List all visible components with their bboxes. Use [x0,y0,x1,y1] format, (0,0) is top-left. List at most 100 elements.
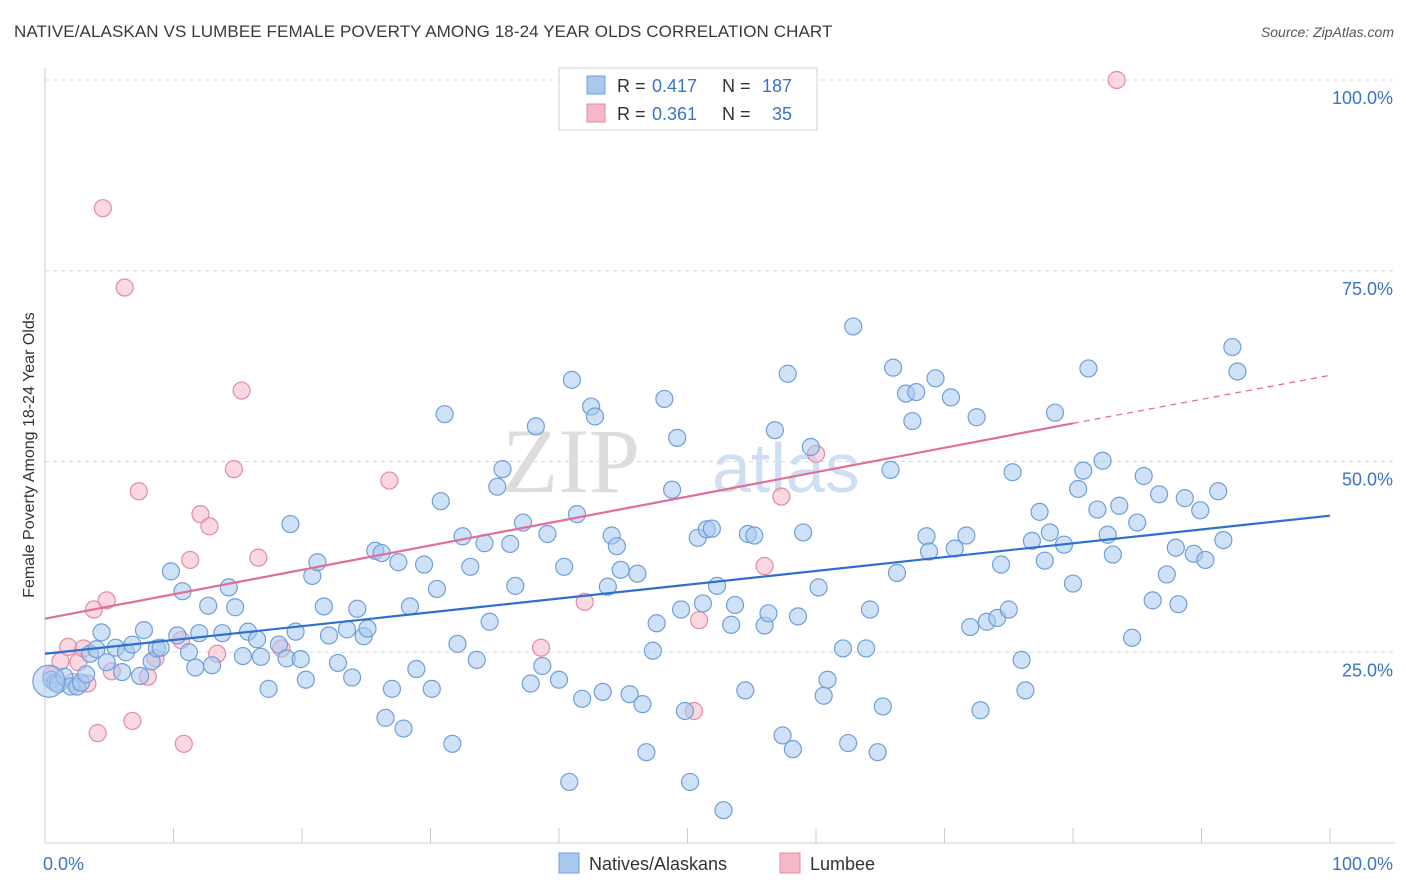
data-point [224,460,243,479]
legend-pink-r-value: 0.361 [652,104,697,124]
legend-pink-r-label: R = [617,104,646,124]
data-point [1175,489,1194,508]
watermark: ZIP atlas [502,410,860,512]
data-point [772,487,791,506]
data-point [247,630,267,649]
data-point [93,199,112,218]
data-point [765,421,784,440]
data-point [1040,523,1059,542]
data-point [422,679,441,698]
tick-labels: 25.0% 50.0% 75.0% 100.0% 0.0% 100.0% [43,88,1393,874]
data-point [1123,628,1142,647]
data-point [467,650,486,669]
data-point [319,626,339,645]
data-point [1074,461,1093,480]
legend-bottom-pink-label: Lumbee [810,854,875,874]
data-point [620,685,639,704]
data-point [1045,403,1065,422]
data-point [427,579,447,599]
data-point [575,592,594,611]
data-point [1079,359,1098,378]
data-point [680,772,700,792]
legend-pink-n-value: 35 [772,104,792,124]
data-point [1228,362,1247,381]
data-point [1069,479,1088,499]
data-point [112,662,132,682]
data-point [281,514,300,534]
legend-bottom: Natives/Alaskans Lumbee [558,852,875,874]
legend-pink-n-label: N = [722,104,751,124]
data-point [1110,496,1129,515]
data-point [1223,337,1242,357]
data-point [643,641,662,660]
data-point [873,697,892,716]
data-point [759,604,778,623]
data-point [671,600,691,619]
data-point [693,594,713,613]
lumbee-trend-extension [1072,374,1331,424]
legend-bottom-pink-swatch [779,852,801,874]
data-point [1214,530,1233,550]
data-point [585,407,605,426]
data-point [400,597,420,616]
data-point [435,405,454,424]
data-point [448,634,467,653]
data-point [907,382,926,402]
data-point [971,701,990,720]
data-point [773,726,792,745]
data-point [1088,500,1107,519]
data-point [967,408,986,427]
data-point [219,578,238,597]
data-point [633,695,652,714]
data-point [296,670,315,689]
data-point [506,576,525,595]
data-point [389,553,408,572]
legend-blue-r-label: R = [617,76,646,96]
data-point [358,619,377,638]
data-point [593,682,612,702]
data-point [161,562,181,581]
data-point [941,388,961,407]
data-point [778,364,797,383]
data-point [531,638,551,657]
data-point [881,460,900,479]
data-point [1157,565,1176,584]
data-point [376,708,395,727]
data-point [957,526,976,545]
y-tick-label: 100.0% [1332,88,1393,108]
chart-source: Source: ZipAtlas.com [1260,24,1394,40]
data-point [919,542,939,561]
data-point [407,659,426,679]
data-point [179,643,199,662]
data-point [628,564,647,583]
grid-lines [45,79,1395,653]
data-point [461,557,480,576]
data-point [97,591,116,610]
data-point [1128,513,1147,532]
data-point [833,639,853,658]
data-point [181,550,200,570]
data-point [521,674,540,693]
legend-pink-swatch [586,103,606,123]
data-point [291,650,310,669]
data-point [788,607,808,626]
data-point [1191,501,1210,520]
data-point [903,411,922,431]
data-point [168,626,187,645]
data-point [130,666,150,686]
natives-trend-line [44,514,1331,655]
legend-bottom-blue-swatch [558,852,580,874]
data-point [562,370,581,389]
data-point [555,557,574,576]
data-point [202,656,222,675]
data-point [328,653,348,673]
data-point [736,681,755,700]
data-point [844,317,863,336]
data-point [611,560,630,579]
data-point [191,505,210,524]
data-point [857,639,876,658]
data-point [251,647,270,666]
data-point [337,620,357,639]
data-point [839,733,858,753]
